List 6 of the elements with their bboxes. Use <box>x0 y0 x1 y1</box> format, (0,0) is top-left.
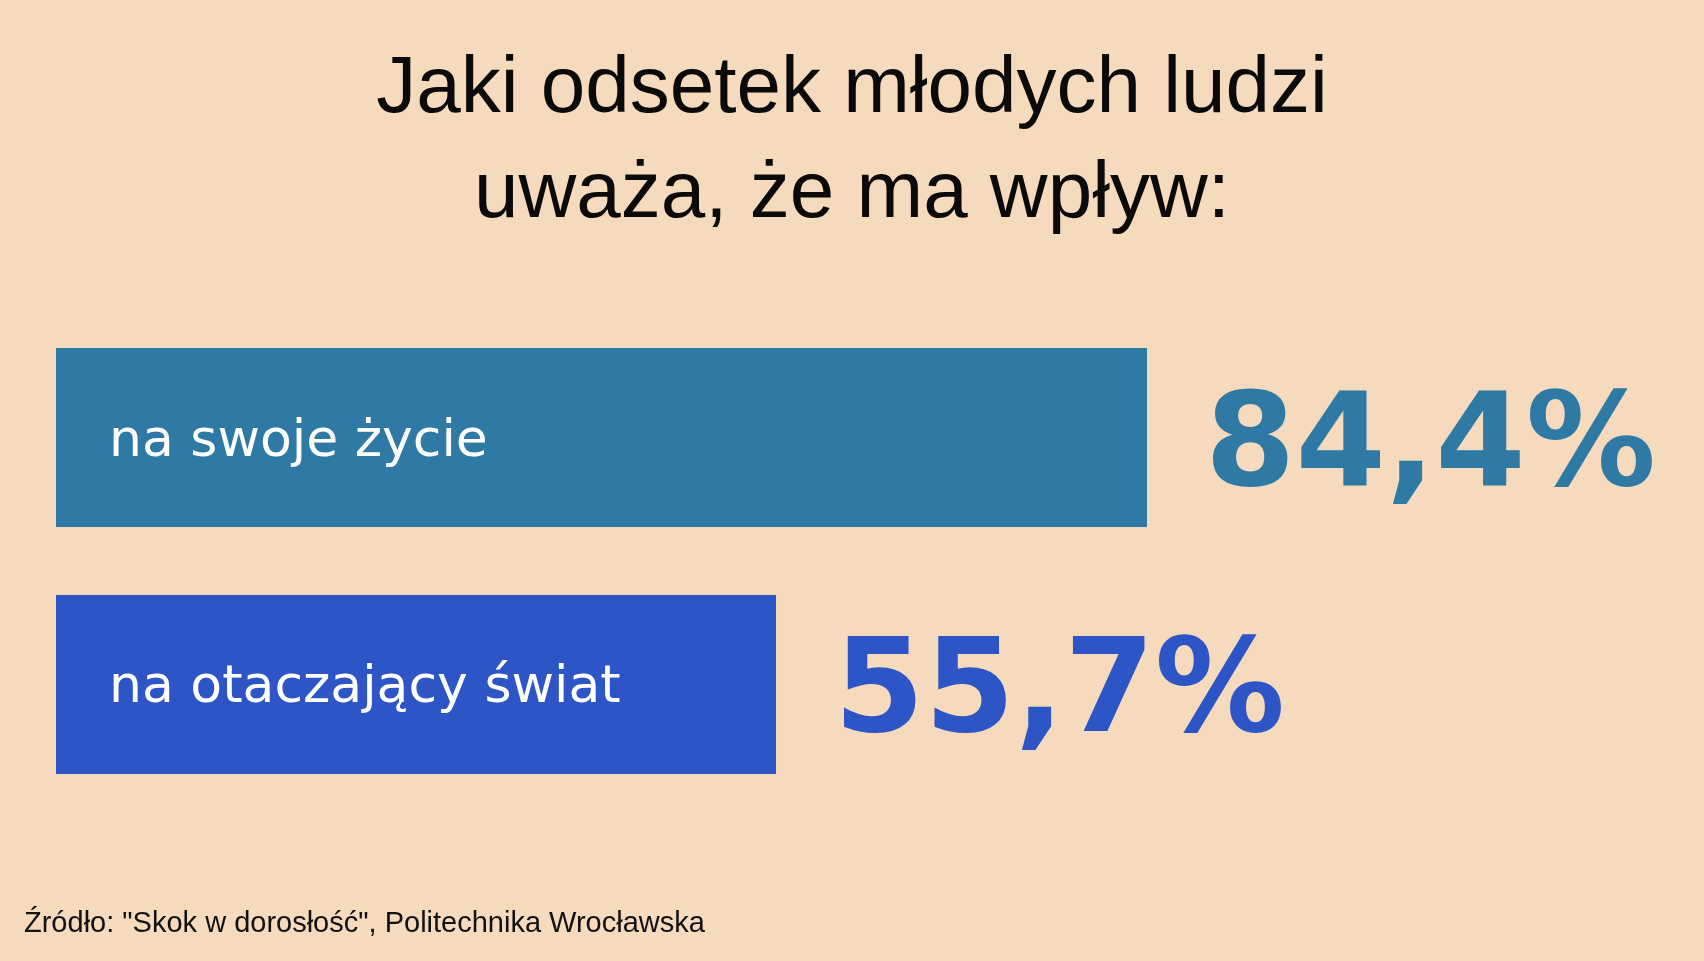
data-label: 84,4% <box>1205 363 1657 516</box>
data-label: 55,7% <box>834 610 1286 763</box>
y-tick-label: na otaczający świat <box>109 654 621 715</box>
y-tick-label: na swoje życie <box>109 407 488 468</box>
chart-title: Jaki odsetek młodych ludzi uważa, że ma wpływ: <box>376 40 1328 234</box>
text: Źródło: "Skok w dorosłość", Politechnika Wrocławska <box>24 906 706 938</box>
